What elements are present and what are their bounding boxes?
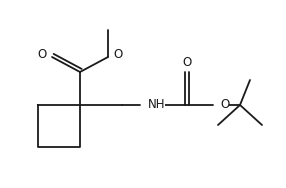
Text: O: O <box>220 99 229 111</box>
Text: NH: NH <box>148 99 166 111</box>
Text: O: O <box>37 49 47 61</box>
Text: O: O <box>113 49 123 61</box>
Text: O: O <box>182 55 192 68</box>
